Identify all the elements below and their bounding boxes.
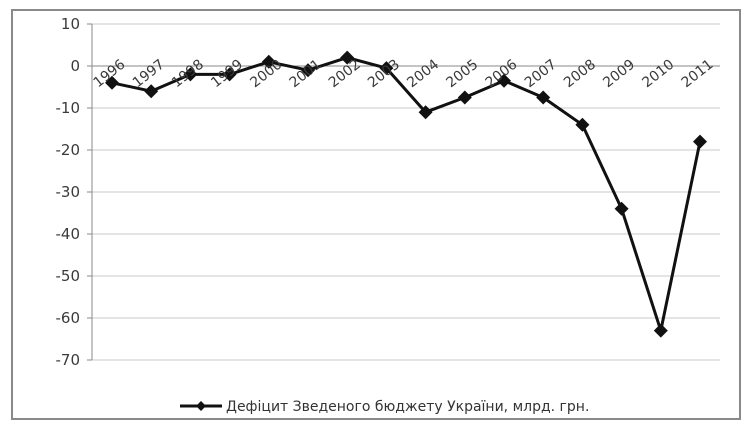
y-tick-label: -30	[56, 183, 81, 201]
data-point-marker	[105, 75, 119, 90]
series-line	[111, 56, 702, 333]
legend-label: Дефіцит Зведеного бюджету України, млрд.…	[226, 399, 589, 415]
chart-border	[11, 9, 741, 420]
data-point-marker	[497, 73, 511, 88]
y-tick-label: -20	[56, 141, 81, 159]
y-axis-ticks: 10 0 -10 -20 -30 -40 -50 -60 -70	[56, 15, 92, 369]
grid-lines	[92, 23, 720, 361]
y-tick-label: -70	[56, 351, 81, 369]
y-tick-label: -60	[56, 309, 81, 327]
data-point-marker	[183, 67, 198, 82]
y-tick-label: -10	[56, 99, 81, 117]
data-point-marker	[301, 63, 315, 78]
legend-marker-swatch	[196, 401, 206, 411]
data-point-marker	[340, 50, 355, 65]
legend: Дефіцит Зведеного бюджету України, млрд.…	[180, 399, 589, 415]
data-point-marker	[144, 84, 159, 99]
data-point-marker	[261, 54, 276, 69]
data-point-marker	[693, 134, 707, 149]
y-tick-label: -50	[56, 267, 81, 285]
data-point-marker	[222, 67, 237, 82]
data-point-marker	[457, 90, 472, 105]
data-point-marker	[653, 323, 668, 338]
y-tick-label: 10	[61, 15, 80, 33]
data-point-marker	[536, 90, 551, 105]
data-point-marker	[614, 201, 629, 216]
y-tick-label: 0	[70, 57, 80, 75]
data-point-marker	[575, 117, 590, 132]
data-point-marker	[418, 105, 433, 120]
y-tick-label: -40	[56, 225, 81, 243]
series-group	[105, 50, 707, 338]
data-point-marker	[379, 61, 394, 76]
